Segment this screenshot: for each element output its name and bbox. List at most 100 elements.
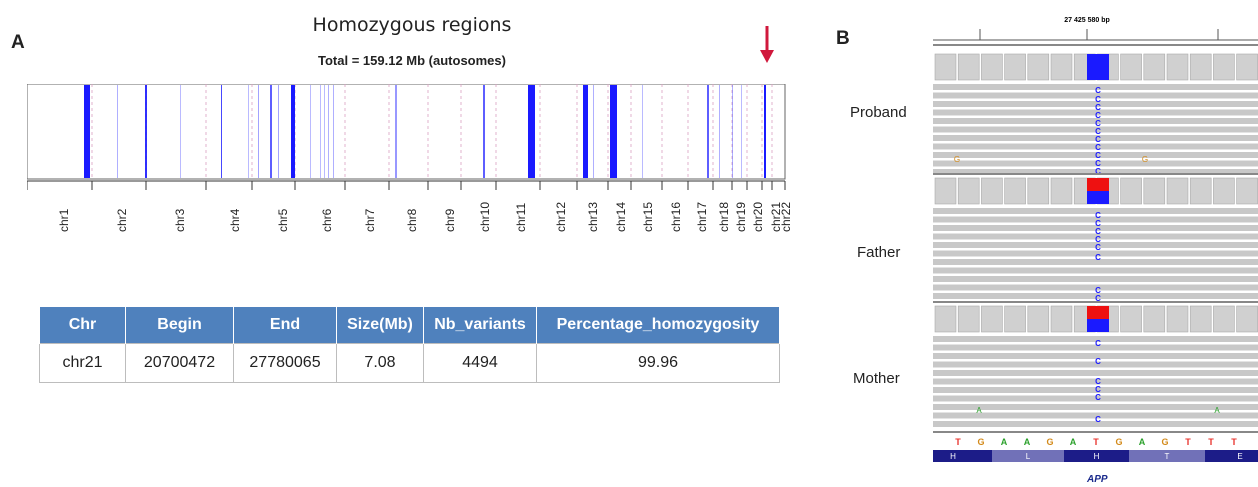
homozygosity-ideogram: chr1 chr2 chr3 chr4 chr5 chr6 chr7 chr8 chr9 chr1… bbox=[27, 84, 791, 232]
chromosome-label: chr8 bbox=[405, 208, 419, 232]
variant-base: C bbox=[1095, 127, 1101, 136]
variant-base: C bbox=[1095, 227, 1101, 236]
reference-base: A bbox=[1001, 437, 1008, 447]
coverage-block bbox=[1027, 53, 1050, 81]
coverage-block bbox=[1120, 177, 1142, 205]
read-row bbox=[933, 225, 1258, 231]
variant-base: C bbox=[1095, 385, 1101, 394]
read-row bbox=[933, 135, 1258, 141]
coverage-block bbox=[1050, 53, 1073, 81]
homozygous-region bbox=[258, 85, 259, 178]
amino-acid-label: L bbox=[1026, 452, 1031, 461]
homozygous-region bbox=[764, 85, 766, 178]
read-row bbox=[933, 353, 1258, 359]
coverage-block bbox=[1189, 305, 1212, 333]
chromosome-label: chr10 bbox=[478, 202, 492, 232]
homozygous-region bbox=[483, 85, 485, 178]
mismatch-base: A bbox=[976, 406, 982, 415]
chromosome-label: chr16 bbox=[669, 202, 683, 232]
variant-base: C bbox=[1095, 219, 1101, 228]
chromosome-label: chr7 bbox=[363, 208, 377, 232]
homozygous-region bbox=[593, 85, 594, 178]
read-row bbox=[933, 412, 1258, 419]
chromosome-label: chr22 bbox=[779, 202, 791, 232]
read-row bbox=[933, 284, 1258, 291]
read-row bbox=[933, 118, 1258, 124]
read-row bbox=[933, 361, 1258, 368]
ideogram-frame bbox=[27, 84, 786, 180]
ref-allele-bar bbox=[1087, 178, 1109, 191]
read-row bbox=[933, 233, 1258, 240]
alt-allele-bar bbox=[1087, 319, 1109, 332]
homozygous-region bbox=[221, 85, 222, 178]
read-row bbox=[933, 267, 1258, 274]
reference-bg bbox=[933, 434, 1258, 448]
cell-chr: chr21 bbox=[39, 343, 126, 383]
chromosome-label: chr19 bbox=[734, 202, 748, 232]
read-row bbox=[933, 387, 1258, 393]
chromosome-label: chr13 bbox=[586, 202, 600, 232]
amino-acid-block bbox=[992, 450, 1064, 462]
header-size: Size(Mb) bbox=[336, 307, 424, 344]
cell-begin: 20700472 bbox=[125, 343, 234, 383]
chromosome-label: chr18 bbox=[717, 202, 731, 232]
coverage-block bbox=[1236, 53, 1258, 81]
mismatch-base: G bbox=[1142, 155, 1148, 164]
header-end: End bbox=[233, 307, 337, 344]
read-row bbox=[933, 160, 1258, 167]
chromosome-label: chr15 bbox=[641, 202, 655, 232]
sample-label-mother: Mother bbox=[853, 370, 900, 387]
down-arrow-icon bbox=[760, 26, 774, 63]
read-row bbox=[933, 395, 1258, 402]
read-row bbox=[933, 143, 1258, 150]
homozygous-region bbox=[707, 85, 709, 178]
coverage-block bbox=[934, 305, 957, 333]
chromosome-label: chr21 bbox=[769, 202, 783, 232]
mismatch-base: G bbox=[954, 155, 960, 164]
read-row bbox=[933, 344, 1258, 351]
variant-base: C bbox=[1095, 159, 1101, 168]
reference-base: A bbox=[1070, 437, 1077, 447]
read-row bbox=[933, 242, 1258, 248]
variant-base: C bbox=[1095, 393, 1101, 402]
position-ruler bbox=[933, 29, 1258, 46]
amino-acid-label: H bbox=[950, 452, 956, 461]
coverage-block bbox=[934, 53, 957, 81]
chromosome-label: chr20 bbox=[751, 202, 765, 232]
read-row bbox=[933, 378, 1258, 385]
chromosome-labels: chr1 chr2 chr3 chr4 chr5 chr6 chr7 chr8 chr9 chr1… bbox=[57, 202, 791, 232]
variant-base: C bbox=[1095, 286, 1101, 295]
read-row bbox=[933, 293, 1258, 299]
variant-base: C bbox=[1095, 294, 1101, 303]
amino-acid-label: T bbox=[1165, 452, 1170, 461]
coverage-block bbox=[1143, 305, 1166, 333]
read-row bbox=[933, 216, 1258, 223]
chromosome-ticks bbox=[27, 181, 786, 190]
header-begin: Begin bbox=[125, 307, 234, 344]
read-row bbox=[933, 92, 1258, 99]
variant-base: C bbox=[1095, 357, 1101, 366]
read-row bbox=[933, 126, 1258, 133]
reference-base: G bbox=[1161, 437, 1168, 447]
cell-size: 7.08 bbox=[336, 343, 424, 383]
coverage-block bbox=[1004, 53, 1026, 81]
header-chr: Chr bbox=[39, 307, 126, 344]
homozygous-region bbox=[278, 85, 279, 178]
homozygous-region-bars bbox=[84, 85, 766, 178]
amino-acid-label: E bbox=[1237, 452, 1242, 461]
coverage-block bbox=[957, 305, 980, 333]
chromosome-label: chr6 bbox=[320, 208, 334, 232]
coverage-block bbox=[981, 305, 1003, 333]
coverage-block bbox=[957, 53, 980, 81]
homozygous-region bbox=[719, 85, 720, 178]
reference-base: T bbox=[1231, 437, 1237, 447]
reference-base: A bbox=[1024, 437, 1031, 447]
chromosome-label: chr14 bbox=[614, 202, 628, 232]
reference-base: T bbox=[1185, 437, 1191, 447]
reference-base: T bbox=[955, 437, 961, 447]
variant-base: C bbox=[1095, 119, 1101, 128]
variant-base: C bbox=[1095, 235, 1101, 244]
variant-base: C bbox=[1095, 95, 1101, 104]
